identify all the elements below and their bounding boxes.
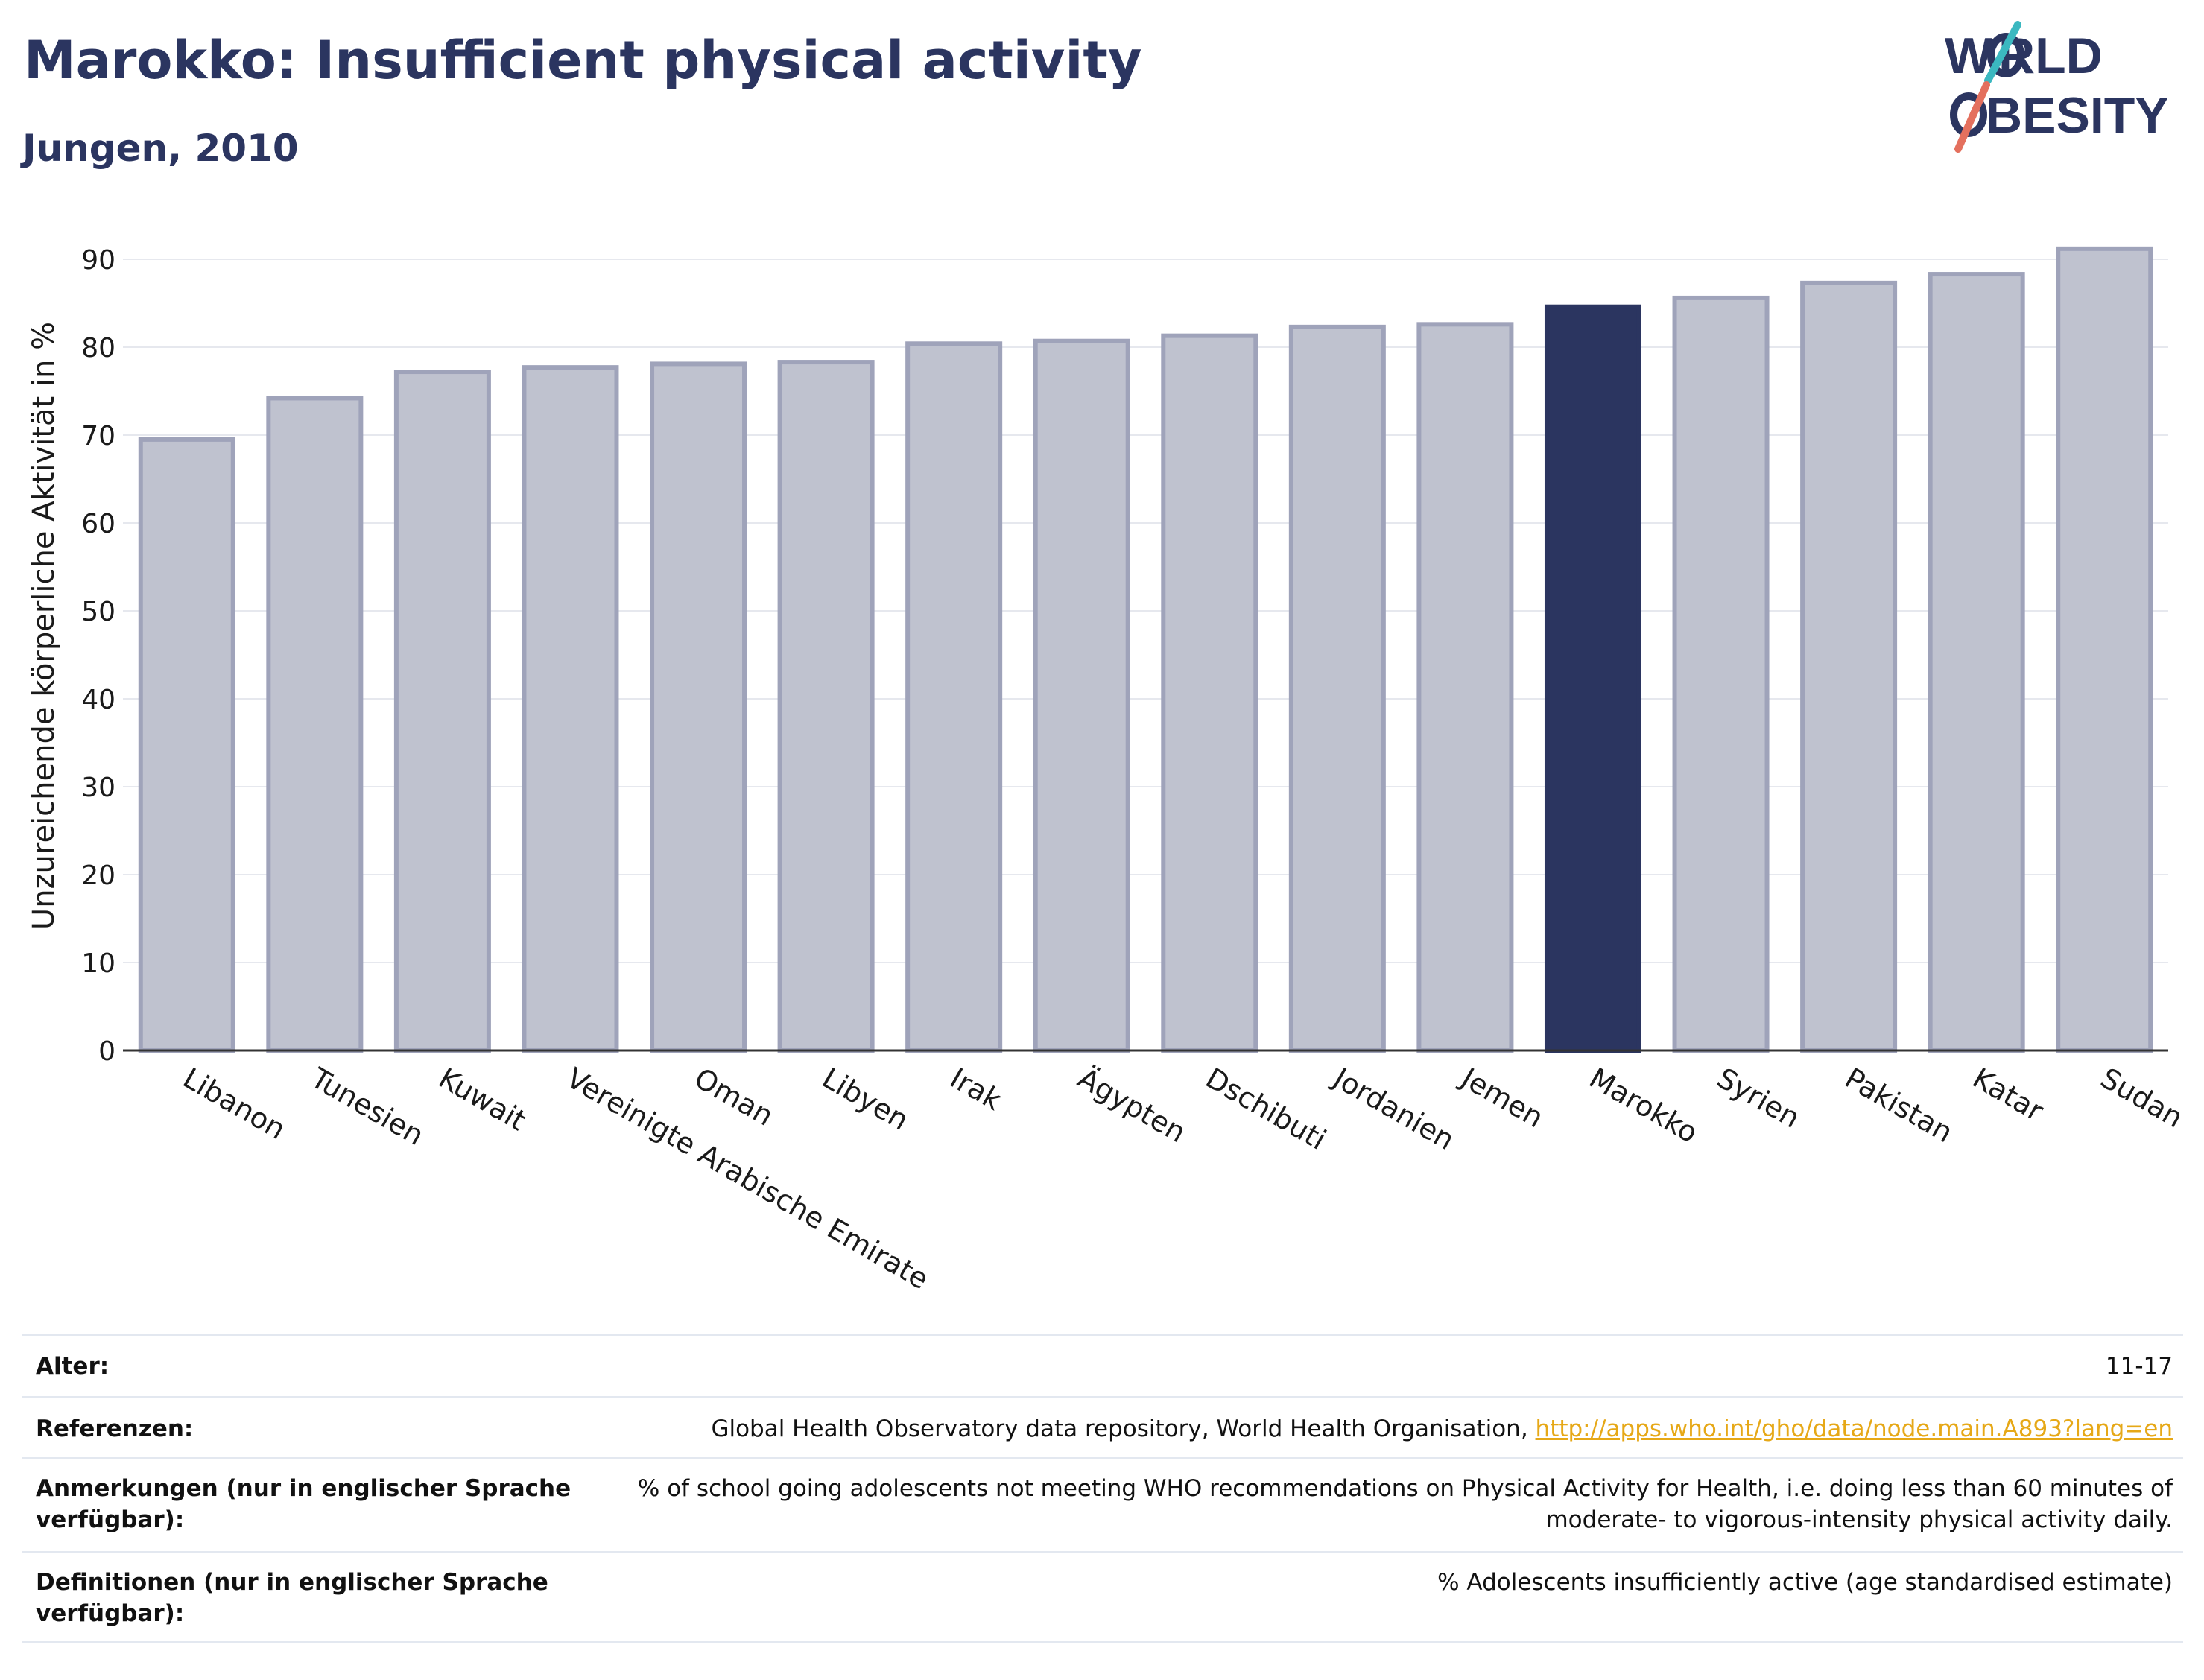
bar-katar (1928, 272, 2025, 1053)
bar-kuwait (393, 370, 491, 1053)
x-tick-label: Sudan (2095, 1062, 2189, 1135)
meta-value: % of school going adolescents not meetin… (637, 1475, 2173, 1533)
y-tick-label: 70 (81, 421, 115, 451)
bar-oman (650, 361, 747, 1053)
x-tick-label: Kuwait (433, 1062, 531, 1138)
x-tick-label: Syrien (1711, 1062, 1805, 1135)
bar-jemen (1416, 322, 1514, 1053)
bar-dschibuti (1161, 333, 1258, 1053)
meta-label: Alter: (36, 1353, 110, 1380)
y-tick-label: 90 (81, 245, 115, 276)
y-axis-label: Unzureichende körperliche Aktivität in % (27, 322, 61, 930)
meta-row-notes: Anmerkungen (nur in englischer Sprache v… (22, 1457, 2183, 1551)
svg-text:W: W (1945, 28, 1993, 84)
x-tick-label: Ägypten (1072, 1062, 1191, 1150)
bar-chart: 0 10 20 30 40 50 60 70 80 90 Libanon Tunesien Kuwai… (27, 245, 2188, 1296)
bar-libanon (138, 437, 235, 1053)
x-axis-ticks: Libanon Tunesien Kuwait Vereinigte Arabisch… (177, 1061, 2188, 1296)
meta-row-age: Alter: 11-17 (22, 1334, 2183, 1396)
bar-irak (905, 341, 1003, 1053)
bar-marokko (1544, 304, 1641, 1053)
x-tick-label: Pakistan (1840, 1062, 1959, 1150)
x-tick-label: Jordanien (1327, 1061, 1460, 1157)
meta-label: Anmerkungen (nur in englischer Sprache v… (36, 1475, 571, 1533)
reference-link[interactable]: http://apps.who.int/gho/data/node.main.A… (1535, 1416, 2173, 1442)
meta-label: Referenzen: (36, 1416, 194, 1442)
bar-libyen (777, 360, 875, 1053)
bar-tunesien (266, 396, 364, 1053)
y-tick-label: 80 (81, 333, 115, 364)
y-tick-label: 40 (81, 685, 115, 715)
metadata-table: Alter: 11-17 Referenzen: Global Health O… (22, 1334, 2183, 1643)
x-tick-label: Oman (689, 1062, 779, 1132)
meta-row-definitions: Definitionen (nur in englischer Sprache … (22, 1551, 2183, 1643)
meta-value: % Adolescents insufficiently active (age… (1437, 1569, 2173, 1596)
meta-value: 11-17 (2105, 1353, 2173, 1380)
bar-vereinigte-arabische-emirate (522, 365, 619, 1053)
bar-pakistan (1800, 280, 1898, 1053)
chart-title: Marokko: Insufficient physical activity (24, 30, 1142, 91)
x-tick-label: Jemen (1454, 1061, 1549, 1135)
bar-ägypten (1033, 338, 1130, 1053)
y-tick-label: 30 (81, 773, 115, 803)
bar-sudan (2056, 246, 2153, 1053)
y-tick-label: 50 (81, 597, 115, 627)
x-tick-label: Libyen (817, 1062, 914, 1137)
world-obesity-logo: W RLD BESITY (1945, 21, 2169, 153)
x-tick-label: Marokko (1583, 1062, 1703, 1150)
y-tick-label: 60 (81, 509, 115, 539)
chart-subtitle: Jungen, 2010 (22, 127, 299, 170)
bar-syrien (1672, 295, 1770, 1053)
meta-row-references: Referenzen: Global Health Observatory da… (22, 1396, 2183, 1457)
y-axis-ticks: 0 10 20 30 40 50 60 70 80 90 (81, 245, 115, 1067)
y-tick-label: 20 (81, 860, 115, 891)
x-tick-label: Dschibuti (1200, 1062, 1331, 1156)
reference-text: Global Health Observatory data repositor… (711, 1416, 1536, 1442)
x-tick-label: Tunesien (305, 1061, 429, 1152)
svg-text:BESITY: BESITY (1986, 87, 2169, 144)
meta-label: Definitionen (nur in englischer Sprache … (36, 1569, 548, 1627)
x-tick-label: Libanon (177, 1062, 291, 1146)
x-tick-label: Katar (1967, 1062, 2049, 1128)
x-tick-label: Irak (945, 1062, 1007, 1117)
y-tick-label: 10 (81, 948, 115, 979)
y-tick-label: 0 (98, 1036, 115, 1067)
bars (138, 246, 2153, 1053)
bar-jordanien (1288, 324, 1386, 1053)
meta-value: Global Health Observatory data repositor… (571, 1413, 2173, 1445)
